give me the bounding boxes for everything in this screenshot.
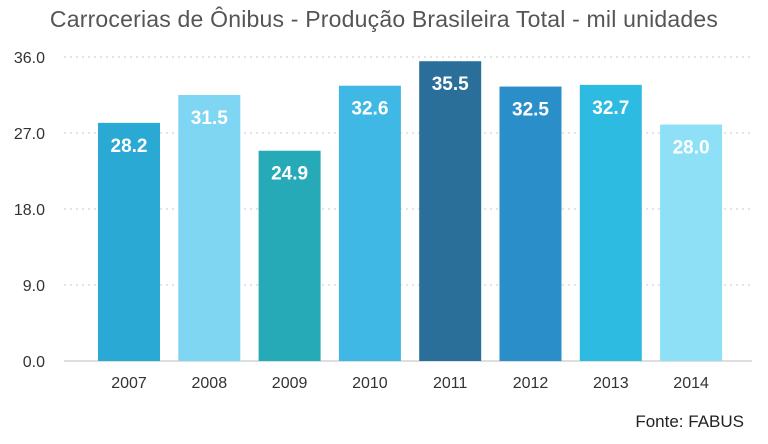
x-tick-label: 2014 <box>673 375 709 392</box>
bar <box>338 85 401 361</box>
x-tick-label: 2007 <box>111 375 147 392</box>
data-label: 28.0 <box>673 138 710 159</box>
x-tick-label: 2013 <box>593 375 629 392</box>
y-tick-label: 36.0 <box>14 50 45 67</box>
x-tick-label: 2011 <box>433 375 468 392</box>
chart-title: Carrocerias de Ônibus - Produção Brasile… <box>49 6 719 32</box>
x-tick-label: 2010 <box>352 375 388 392</box>
x-tick-label: 2012 <box>513 375 549 392</box>
y-tick-label: 9.0 <box>23 278 45 295</box>
data-label: 35.5 <box>432 74 469 95</box>
data-label: 31.5 <box>191 108 228 129</box>
bar <box>660 124 723 361</box>
y-tick-label: 0.0 <box>23 354 45 371</box>
bar <box>419 61 482 361</box>
data-label: 28.2 <box>111 136 148 157</box>
source-note: Fonte: FABUS <box>635 412 744 431</box>
bar <box>499 86 562 362</box>
x-tick-label: 2008 <box>192 375 228 392</box>
y-tick-label: 27.0 <box>14 126 45 143</box>
bar <box>579 84 642 361</box>
data-label: 32.6 <box>351 99 388 120</box>
bar <box>258 150 321 361</box>
data-label: 32.5 <box>512 100 549 121</box>
y-tick-label: 18.0 <box>14 202 45 219</box>
bar <box>178 95 241 361</box>
x-tick-label: 2009 <box>272 375 308 392</box>
bar <box>98 122 160 361</box>
data-label: 24.9 <box>271 164 308 185</box>
data-label: 32.7 <box>592 98 629 119</box>
